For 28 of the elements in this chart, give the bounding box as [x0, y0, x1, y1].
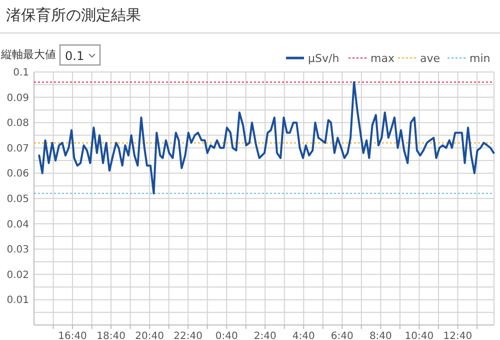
- y-tick-label: 0.09: [6, 92, 29, 104]
- legend-label: ave: [420, 52, 440, 65]
- y-tick-label: 0.01: [6, 295, 29, 306]
- x-tick-label: 2:40: [254, 331, 276, 340]
- annotation: 0.1: [65, 49, 84, 63]
- x-tick-label: 10:40: [404, 331, 434, 340]
- y-tick-label: 0.02: [6, 270, 29, 281]
- title: 渚保育所の測定結果: [6, 6, 141, 24]
- y-tick-label: 0.05: [6, 194, 29, 205]
- x-tick-label: 0:40: [215, 331, 238, 340]
- y-tick-label: 0.07: [6, 143, 29, 154]
- x-tick-label: 22:40: [174, 331, 202, 340]
- x-tick-label: 18:40: [96, 331, 126, 340]
- x-tick-label: 4:40: [292, 331, 315, 340]
- legend-label: max: [370, 52, 395, 65]
- legend-label: μSv/h: [308, 52, 340, 65]
- y-tick-label: 0.08: [6, 118, 29, 130]
- x-tick-label: 6:40: [330, 331, 354, 340]
- y-tick-label: 0.06: [6, 168, 29, 180]
- y-tick-label: 0.04: [6, 219, 29, 230]
- x-tick-label: 16:40: [58, 331, 87, 340]
- x-tick-label: 12:40: [443, 331, 472, 340]
- x-tick-label: 8:40: [369, 331, 392, 340]
- y-tick-label: 0.03: [6, 244, 29, 256]
- x-tick-label: 20:40: [135, 331, 164, 340]
- annotation: 縦軸最大値: [1, 48, 56, 61]
- y-tick-label: 0.1: [13, 68, 29, 78]
- legend-label: min: [470, 52, 490, 65]
